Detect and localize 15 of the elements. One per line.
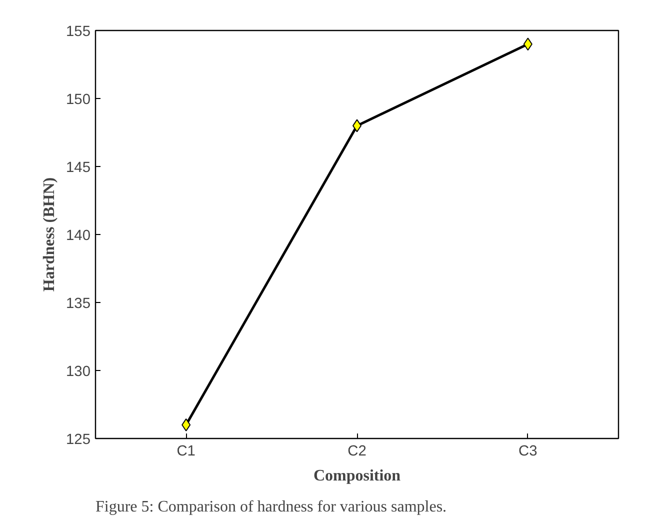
x-tick-label: C2: [348, 444, 366, 460]
y-tick-label: 140: [66, 228, 91, 244]
point: [523, 38, 532, 51]
y-tick-label: 150: [66, 92, 91, 108]
x-tick-label: C3: [518, 444, 538, 460]
point: [182, 418, 191, 432]
x-tick-label: C1: [176, 444, 196, 460]
y-tick-label: 145: [66, 160, 91, 176]
y-tick-label: 135: [66, 296, 91, 312]
y-axis-title: Hardness (BHN): [41, 177, 58, 292]
y-tick-label: 155: [66, 24, 91, 40]
y-tick-label: 130: [66, 364, 91, 380]
caption: Figure 5: Comparison of hardness for various samples.: [96, 498, 447, 516]
x-axis-title: Composition: [313, 468, 401, 484]
y-tick-label: 125: [66, 432, 91, 448]
